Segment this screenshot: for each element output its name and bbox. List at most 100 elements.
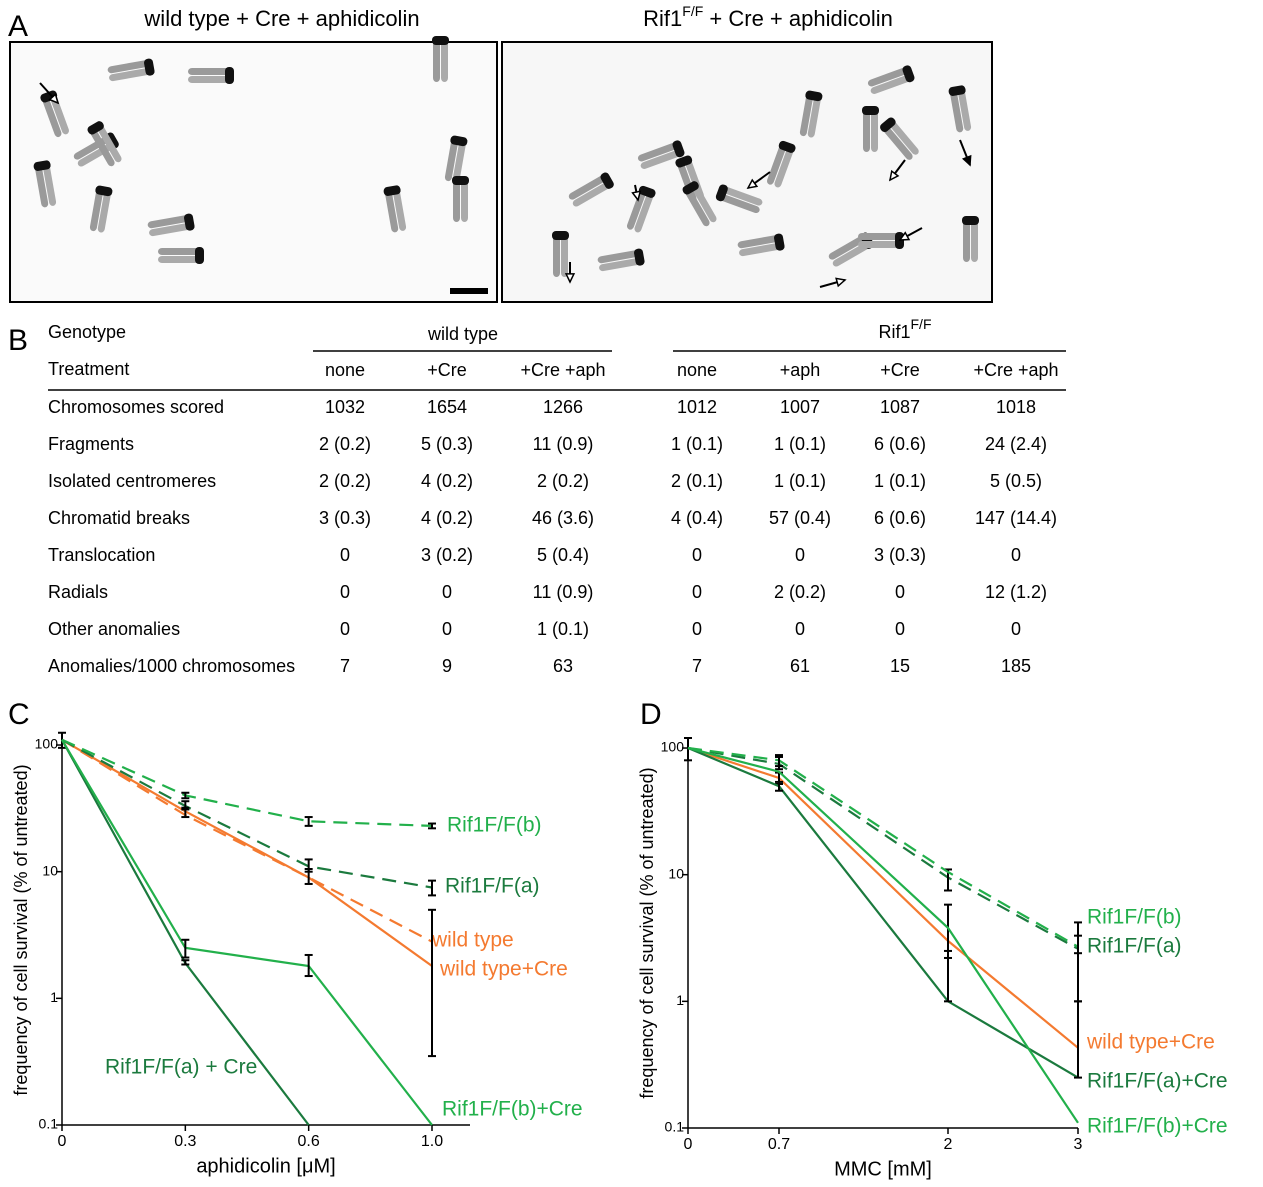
row-label: Translocation <box>48 545 155 565</box>
cell: 2 (0.2) <box>319 471 371 491</box>
title-sup: F/F <box>682 3 703 19</box>
y-tick-label: 100 <box>661 739 685 755</box>
cell: 0 <box>340 545 350 565</box>
centromere <box>432 36 449 45</box>
series-label: wild type <box>431 929 514 952</box>
centromere <box>672 140 685 158</box>
treatment: +Cre <box>427 360 467 380</box>
centromere <box>195 247 204 264</box>
cell: 0 <box>692 582 702 602</box>
x-tick-label: 0 <box>684 1136 693 1153</box>
chromatid <box>109 67 153 82</box>
chromosome <box>682 181 717 227</box>
chromatid <box>717 193 760 214</box>
treatment: +aph <box>780 360 821 380</box>
error-bar <box>428 879 436 897</box>
chromatid <box>863 108 870 152</box>
error-bar <box>944 949 952 1003</box>
chromosome <box>33 160 57 208</box>
error-bar <box>1074 934 1082 955</box>
chromatid <box>96 123 122 163</box>
centromere <box>95 185 113 197</box>
chromatid <box>963 218 970 262</box>
chromatid <box>882 124 913 160</box>
chromosome <box>880 117 919 160</box>
cell: 1654 <box>427 397 467 417</box>
cell: 2 (0.2) <box>537 471 589 491</box>
chromosome <box>948 85 972 133</box>
cell: 15 <box>890 656 910 676</box>
series-label: wild type+Cre <box>439 958 568 981</box>
chromosome <box>799 90 823 138</box>
scale-bar <box>450 288 488 294</box>
centromere <box>450 135 468 147</box>
chromatid <box>158 248 202 255</box>
series-line <box>61 738 433 889</box>
chromosome <box>158 247 204 264</box>
cell: 0 <box>795 545 805 565</box>
chromosome <box>737 233 785 257</box>
cell: 0 <box>340 619 350 639</box>
cell: 6 (0.6) <box>874 434 926 454</box>
table: Genotype Treatment wild type Rif1F/F non… <box>48 316 1066 676</box>
cell: 0 <box>1011 545 1021 565</box>
micrograph-frame <box>501 41 993 303</box>
centromere <box>184 213 195 231</box>
header-part: Rif1 <box>878 322 910 342</box>
x-tick-label: 2 <box>944 1136 953 1153</box>
chromatid <box>626 187 647 230</box>
chromatid <box>97 189 112 233</box>
chromatid <box>774 145 794 188</box>
arrow-head <box>631 190 642 202</box>
chromatid <box>77 141 117 167</box>
chromatid <box>766 142 787 185</box>
cell: 0 <box>1011 619 1021 639</box>
arrow-head <box>564 273 576 284</box>
centromere <box>552 231 569 240</box>
series-line <box>687 746 1079 1124</box>
cell: 1 (0.1) <box>774 434 826 454</box>
error-bar <box>428 822 436 830</box>
series-line <box>687 746 1079 948</box>
series-label: Rif1F/F(a) <box>445 875 540 898</box>
title-part: Rif1 <box>643 6 682 31</box>
cell: 4 (0.4) <box>671 508 723 528</box>
cell: 11 (0.9) <box>533 434 594 454</box>
micrograph-frame <box>9 41 498 303</box>
chromatid <box>828 234 868 260</box>
series-label: Rif1F/F(b) <box>1087 906 1182 929</box>
chromatid <box>433 38 440 82</box>
error-bar <box>181 959 190 966</box>
series-line <box>687 746 1079 950</box>
cell: 1 (0.1) <box>774 471 826 491</box>
centromere <box>715 184 728 202</box>
cell: 9 <box>442 656 452 676</box>
cell: 6 (0.6) <box>874 508 926 528</box>
chromatid <box>572 181 612 207</box>
chromatid <box>867 66 910 87</box>
chromatid <box>684 187 710 227</box>
row-label: Fragments <box>48 434 134 454</box>
chromatid <box>452 139 467 183</box>
x-axis-title: aphidicolin [μM] <box>196 1155 335 1177</box>
centromere <box>862 106 879 115</box>
centromere <box>805 90 823 102</box>
chromatid <box>553 233 560 277</box>
chromosome <box>766 140 796 188</box>
chromatid <box>568 174 608 200</box>
chromosome <box>715 184 763 214</box>
arrow-head <box>48 93 60 105</box>
chromatid <box>870 74 913 94</box>
error-bar <box>181 938 190 959</box>
series-line <box>61 739 433 1126</box>
arrow-head <box>961 154 972 167</box>
cell: 4 (0.2) <box>421 508 473 528</box>
chromatid <box>73 134 113 160</box>
centromere <box>880 117 896 133</box>
chromatid <box>807 94 822 138</box>
chromatid <box>441 38 448 82</box>
table-label: Treatment <box>48 359 129 379</box>
row-label: Other anomalies <box>48 619 180 639</box>
chromatid <box>444 137 459 182</box>
chromatid <box>158 256 202 263</box>
